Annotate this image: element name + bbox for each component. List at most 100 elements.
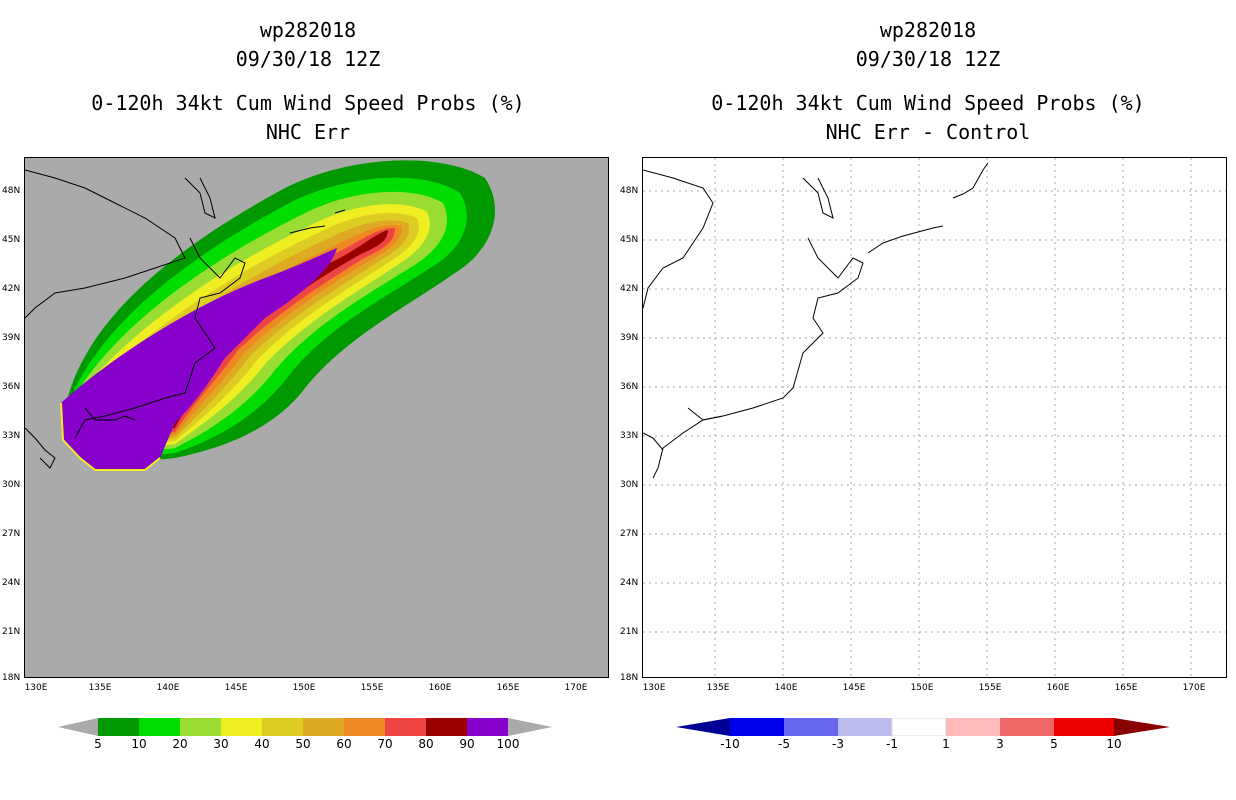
left-lon-label: 170E	[564, 683, 588, 693]
swath-100	[61, 248, 337, 470]
right-lon-label: 145E	[842, 683, 866, 693]
left-colorbar-swatch	[426, 718, 467, 736]
right-lon-label: 140E	[774, 683, 798, 693]
left-colorbar-label: 90	[459, 737, 475, 751]
swath-edge	[60, 402, 161, 471]
left-lat-label: 36N	[2, 382, 21, 392]
left-lon-label: 160E	[428, 683, 452, 693]
left-colorbar-label: 10	[131, 737, 147, 751]
right-coastlines	[643, 162, 989, 479]
left-colorbar-label: 60	[336, 737, 352, 751]
right-lon-label: 135E	[706, 683, 730, 693]
right-lat-label: 21N	[620, 627, 639, 637]
right-title-product: 0-120h 34kt Cum Wind Speed Probs (%)	[711, 91, 1145, 115]
left-colorbar-swatch	[98, 718, 139, 736]
left-lat-label: 33N	[2, 431, 21, 441]
left-lon-label: 155E	[360, 683, 384, 693]
right-lat-label: 30N	[620, 480, 639, 490]
right-lat-label: 36N	[620, 382, 639, 392]
right-colorbar-swatch	[1000, 718, 1054, 736]
left-map	[24, 157, 609, 678]
left-lat-label: 24N	[2, 578, 21, 588]
left-colorbar	[58, 718, 552, 736]
right-map-svg	[643, 158, 1226, 677]
left-lon-label: 145E	[224, 683, 248, 693]
right-colorbar-swatch	[784, 718, 838, 736]
right-lat-label: 33N	[620, 431, 639, 441]
left-coastlines	[25, 169, 346, 469]
left-colorbar-label: 5	[94, 737, 102, 751]
right-title-storm-id: wp282018	[879, 18, 977, 42]
left-colorbar-swatch	[221, 718, 262, 736]
left-colorbar-swatch	[467, 718, 508, 736]
right-colorbar	[676, 718, 1170, 736]
left-colorbar-label: 100	[496, 737, 520, 751]
left-colorbar-label: 40	[254, 737, 270, 751]
left-colorbar-swatch	[303, 718, 344, 736]
left-colorbar-label: 20	[172, 737, 188, 751]
right-colorbar-label: 5	[1050, 737, 1058, 751]
left-lat-label: 27N	[2, 529, 21, 539]
right-colorbar-swatch	[1054, 718, 1114, 736]
left-lat-label: 30N	[2, 480, 21, 490]
right-colorbar-label: -1	[886, 737, 898, 751]
left-colorbar-swatch	[344, 718, 385, 736]
right-colorbar-label: 10	[1106, 737, 1122, 751]
left-title-subtitle: NHC Err	[265, 120, 351, 144]
right-colorbar-swatch	[946, 718, 1000, 736]
left-lat-label: 39N	[2, 333, 21, 343]
right-colorbar-swatch	[838, 718, 892, 736]
right-colorbar-swatch	[891, 718, 947, 736]
right-title-datetime: 09/30/18 12Z	[855, 47, 1001, 71]
left-colorbar-under-arrow	[58, 718, 98, 736]
right-colorbar-swatch	[730, 718, 784, 736]
left-colorbar-label: 80	[418, 737, 434, 751]
left-lon-label: 130E	[24, 683, 48, 693]
right-lat-label: 45N	[620, 235, 639, 245]
left-lon-label: 140E	[156, 683, 180, 693]
right-colorbar-label: -5	[778, 737, 790, 751]
right-colorbar-label: -10	[720, 737, 740, 751]
left-colorbar-label: 30	[213, 737, 229, 751]
left-title-datetime: 09/30/18 12Z	[235, 47, 381, 71]
right-colorbar-label: 1	[942, 737, 950, 751]
right-map	[642, 157, 1227, 678]
left-colorbar-swatch	[262, 718, 303, 736]
left-colorbar-label: 50	[295, 737, 311, 751]
left-lat-label: 45N	[2, 235, 21, 245]
left-lat-label: 42N	[2, 284, 21, 294]
right-grid	[643, 158, 1226, 677]
left-colorbar-label: 70	[377, 737, 393, 751]
left-lat-label: 18N	[2, 673, 21, 683]
right-title-subtitle: NHC Err - Control	[825, 120, 1031, 144]
right-lat-label: 39N	[620, 333, 639, 343]
right-lon-label: 155E	[978, 683, 1002, 693]
right-lat-label: 27N	[620, 529, 639, 539]
left-lon-label: 165E	[496, 683, 520, 693]
left-lat-label: 21N	[2, 627, 21, 637]
right-colorbar-under-arrow	[676, 718, 730, 736]
left-colorbar-swatch	[180, 718, 221, 736]
right-lat-label: 18N	[620, 673, 639, 683]
left-lon-label: 135E	[88, 683, 112, 693]
right-lon-label: 160E	[1046, 683, 1070, 693]
probability-swath	[60, 160, 495, 471]
left-title-storm-id: wp282018	[259, 18, 357, 42]
left-colorbar-swatch	[139, 718, 180, 736]
left-colorbar-swatch	[385, 718, 426, 736]
left-map-svg	[25, 160, 495, 471]
right-colorbar-label: 3	[996, 737, 1004, 751]
right-colorbar-over-arrow	[1114, 718, 1170, 736]
left-title-product: 0-120h 34kt Cum Wind Speed Probs (%)	[91, 91, 525, 115]
right-lat-label: 48N	[620, 186, 639, 196]
left-lon-label: 150E	[292, 683, 316, 693]
right-lon-label: 150E	[910, 683, 934, 693]
right-lon-label: 165E	[1114, 683, 1138, 693]
left-lat-label: 48N	[2, 186, 21, 196]
right-lat-label: 42N	[620, 284, 639, 294]
right-lon-label: 170E	[1182, 683, 1206, 693]
right-colorbar-label: -3	[832, 737, 844, 751]
right-lon-label: 130E	[642, 683, 666, 693]
right-lat-label: 24N	[620, 578, 639, 588]
left-colorbar-over-arrow	[508, 718, 552, 736]
